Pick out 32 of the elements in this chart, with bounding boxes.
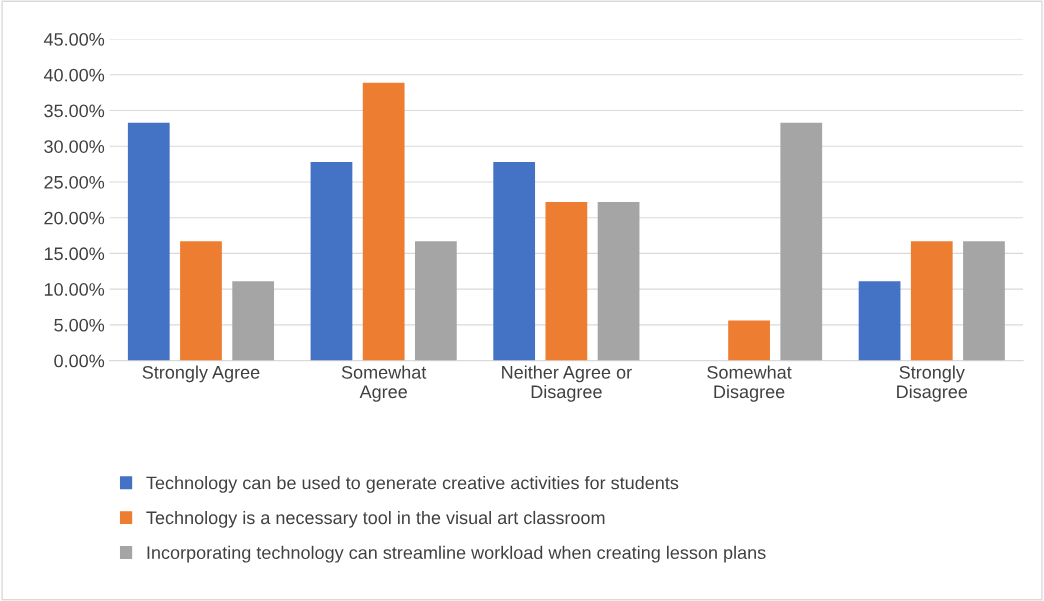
x-tick-label: Strongly Disagree [897, 365, 968, 402]
bar [597, 201, 640, 361]
bar [963, 241, 1005, 361]
x-tick-label: Strongly Agree [142, 365, 260, 383]
x-tick-label: Somewhat Agree [341, 365, 427, 402]
bar [780, 122, 823, 361]
y-tick-label: 5.00% [54, 318, 105, 332]
bar [414, 241, 457, 361]
y-tick-label: 10.00% [44, 283, 105, 296]
bar [545, 201, 588, 361]
bar [127, 122, 170, 361]
bar [180, 241, 222, 361]
y-tick-label: 45.00% [43, 33, 105, 46]
bar [728, 320, 770, 361]
bar [858, 281, 901, 361]
bar [362, 82, 405, 361]
bar [232, 281, 275, 361]
y-tick-label: 15.00% [44, 247, 105, 261]
y-tick-label: 20.00% [44, 211, 105, 225]
y-tick-label: 40.00% [43, 68, 105, 82]
y-tick-label: 35.00% [44, 104, 105, 118]
legend-label: Incorporating technology can streamline workload when creating lesson plans [147, 545, 766, 563]
x-tick-label: Somewhat Disagree [707, 365, 792, 402]
bar [493, 161, 536, 361]
legend-label: Technology is a necessary tool in the visual art classroom [146, 510, 605, 528]
bar [310, 161, 353, 361]
legend-label: Technology can be used to generate creative activities for students [146, 476, 679, 493]
x-tick-label: Neither Agree or Disagree [502, 365, 632, 402]
bar [910, 241, 953, 361]
y-tick-label: 30.00% [44, 140, 105, 153]
y-tick-label: 25.00% [44, 175, 105, 189]
y-tick-label: 0.00% [54, 354, 105, 368]
